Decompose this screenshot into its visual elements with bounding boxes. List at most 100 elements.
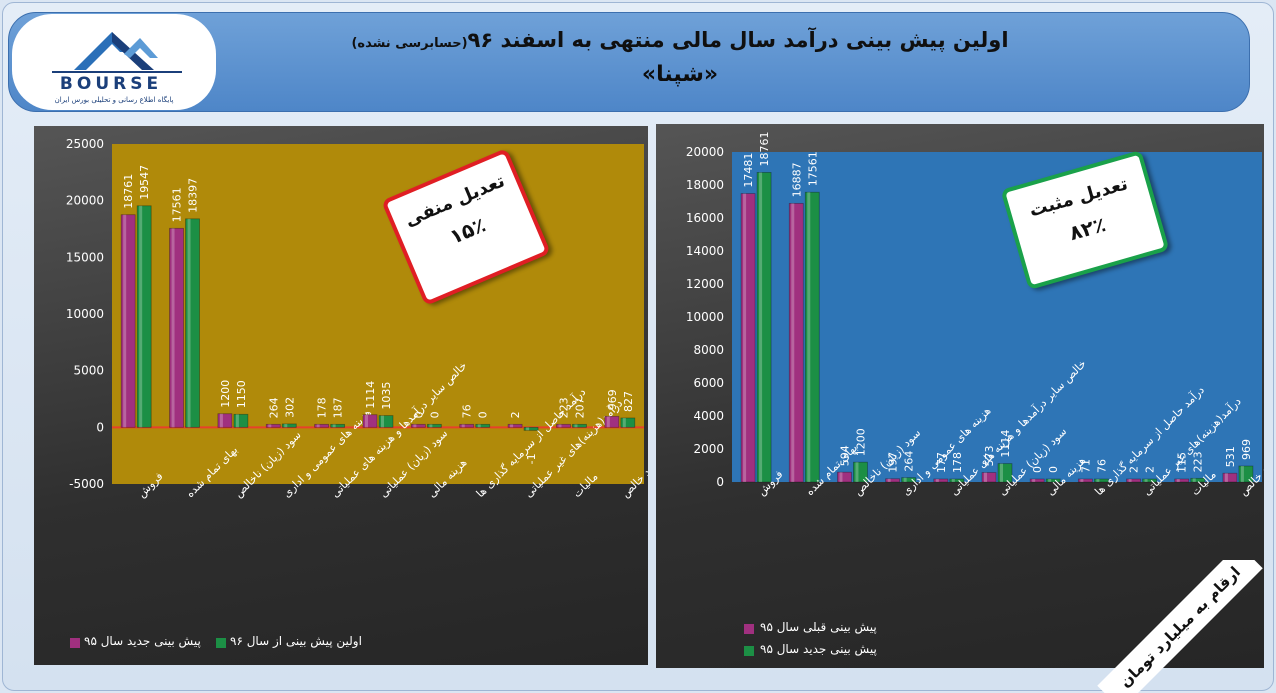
y-tick-label: 2000	[693, 442, 724, 456]
y-tick-label: 20000	[66, 194, 104, 208]
data-label: 178	[316, 397, 329, 418]
bar	[949, 478, 965, 483]
logo-tagline: پایگاه اطلاع رسانی و تحلیلی بورس ایران	[54, 96, 174, 104]
data-label: 1150	[235, 380, 248, 408]
bar-highlight	[477, 424, 481, 428]
data-label: 19547	[138, 165, 151, 200]
bar	[853, 461, 868, 483]
bar-highlight	[791, 203, 795, 482]
bar	[572, 423, 587, 428]
data-label: 0	[412, 411, 425, 418]
bar	[1142, 478, 1157, 483]
bar	[507, 423, 523, 428]
y-tick-label: 0	[96, 420, 104, 434]
data-label: 223	[557, 397, 570, 418]
bar	[604, 415, 620, 428]
bar-highlight	[1048, 479, 1052, 482]
bar-highlight	[461, 424, 465, 428]
bar	[901, 477, 917, 483]
bar	[1222, 472, 1238, 483]
legend-swatch-prev-95	[744, 624, 754, 634]
bar-highlight	[1176, 479, 1180, 482]
y-tick-label: 14000	[686, 244, 724, 258]
bar	[136, 205, 152, 428]
title-note: (حسابرسی نشده)	[351, 36, 468, 51]
data-label: 1200	[854, 428, 867, 456]
bar-highlight	[235, 414, 239, 428]
data-label: 207	[573, 397, 586, 418]
data-label: 115	[1176, 452, 1189, 473]
bar	[1029, 478, 1045, 483]
bar-highlight	[332, 424, 336, 428]
logo-word: BOURSE	[59, 74, 163, 94]
bar	[169, 227, 184, 428]
bar-highlight	[984, 472, 987, 482]
left-bar-chart: -5000 0 5000 10000 15000 20000 25000 18761 19547…	[66, 137, 648, 500]
y-tick-label: 10000	[66, 307, 104, 321]
y-tick-label: 4000	[693, 409, 724, 423]
bar	[410, 423, 426, 428]
data-label: 17561	[806, 151, 819, 186]
bar	[756, 172, 772, 483]
bar-highlight	[1000, 463, 1003, 482]
bar	[1190, 477, 1206, 483]
bar	[1174, 478, 1190, 483]
data-label: 197	[887, 452, 900, 473]
data-label: 17561	[171, 187, 184, 222]
y-tick-label: 15000	[66, 250, 104, 264]
bar	[120, 214, 136, 428]
bar-highlight	[807, 192, 811, 482]
data-label: 264	[903, 451, 916, 472]
y-tick-label: 5000	[73, 364, 104, 378]
bar	[981, 472, 997, 483]
bourse-logo: BOURSE پایگاه اطلاع رسانی و تحلیلی بورس …	[12, 14, 216, 110]
data-label: 178	[951, 452, 964, 473]
bar-highlight	[1224, 473, 1228, 482]
legend-swatch-new-95	[70, 638, 80, 648]
bar-highlight	[606, 416, 610, 428]
data-label: 76	[461, 404, 474, 418]
data-label: 573	[983, 446, 996, 467]
legend-item-first-96: اولین پیش بینی از سال ۹۶	[230, 634, 362, 648]
y-tick-label: -5000	[69, 477, 104, 491]
bar-highlight	[903, 477, 907, 482]
bar-highlight	[171, 228, 175, 428]
title-main: اولین پیش بینی درآمد سال مالی منتهی به ا…	[467, 28, 1009, 52]
y-tick-label: 0	[716, 475, 724, 489]
bar	[281, 423, 297, 428]
bar-highlight	[558, 424, 562, 428]
bar-highlight	[187, 218, 191, 428]
bar-highlight	[1240, 466, 1244, 482]
bar	[837, 471, 852, 483]
data-label: 2	[1128, 466, 1141, 473]
bar	[1238, 465, 1254, 483]
bar	[1045, 478, 1061, 483]
data-label: 2	[509, 411, 522, 418]
bar	[459, 423, 475, 428]
page-title: اولین پیش بینی درآمد سال مالی منتهی به ا…	[220, 28, 1140, 52]
units-ribbon-wrap: ارقام به میلیارد تومان	[1090, 560, 1276, 693]
data-label: 18761	[122, 174, 135, 209]
bar-highlight	[268, 424, 272, 428]
data-label: 969	[606, 389, 619, 410]
bar-highlight	[510, 424, 514, 428]
bar	[740, 193, 756, 483]
bar	[523, 426, 539, 431]
bar-highlight	[139, 205, 143, 428]
y-tick-label: 8000	[693, 343, 724, 357]
bar-highlight	[759, 172, 763, 483]
plot-area	[732, 152, 1262, 482]
bar	[233, 413, 249, 428]
bar-highlight	[1032, 479, 1036, 482]
data-label: 0	[477, 411, 490, 418]
bar-highlight	[123, 214, 127, 428]
data-label: 1114	[999, 430, 1012, 458]
bar	[217, 413, 233, 428]
data-label: -1	[525, 453, 538, 464]
data-label: 1200	[219, 380, 232, 408]
bar	[426, 423, 442, 428]
legend-item-new-95: پیش بینی جدید سال ۹۵	[84, 634, 201, 648]
bar-highlight	[574, 424, 578, 428]
y-tick-label: 20000	[686, 145, 724, 159]
left-chart-panel: -5000 0 5000 10000 15000 20000 25000 18761 19547…	[34, 126, 648, 665]
